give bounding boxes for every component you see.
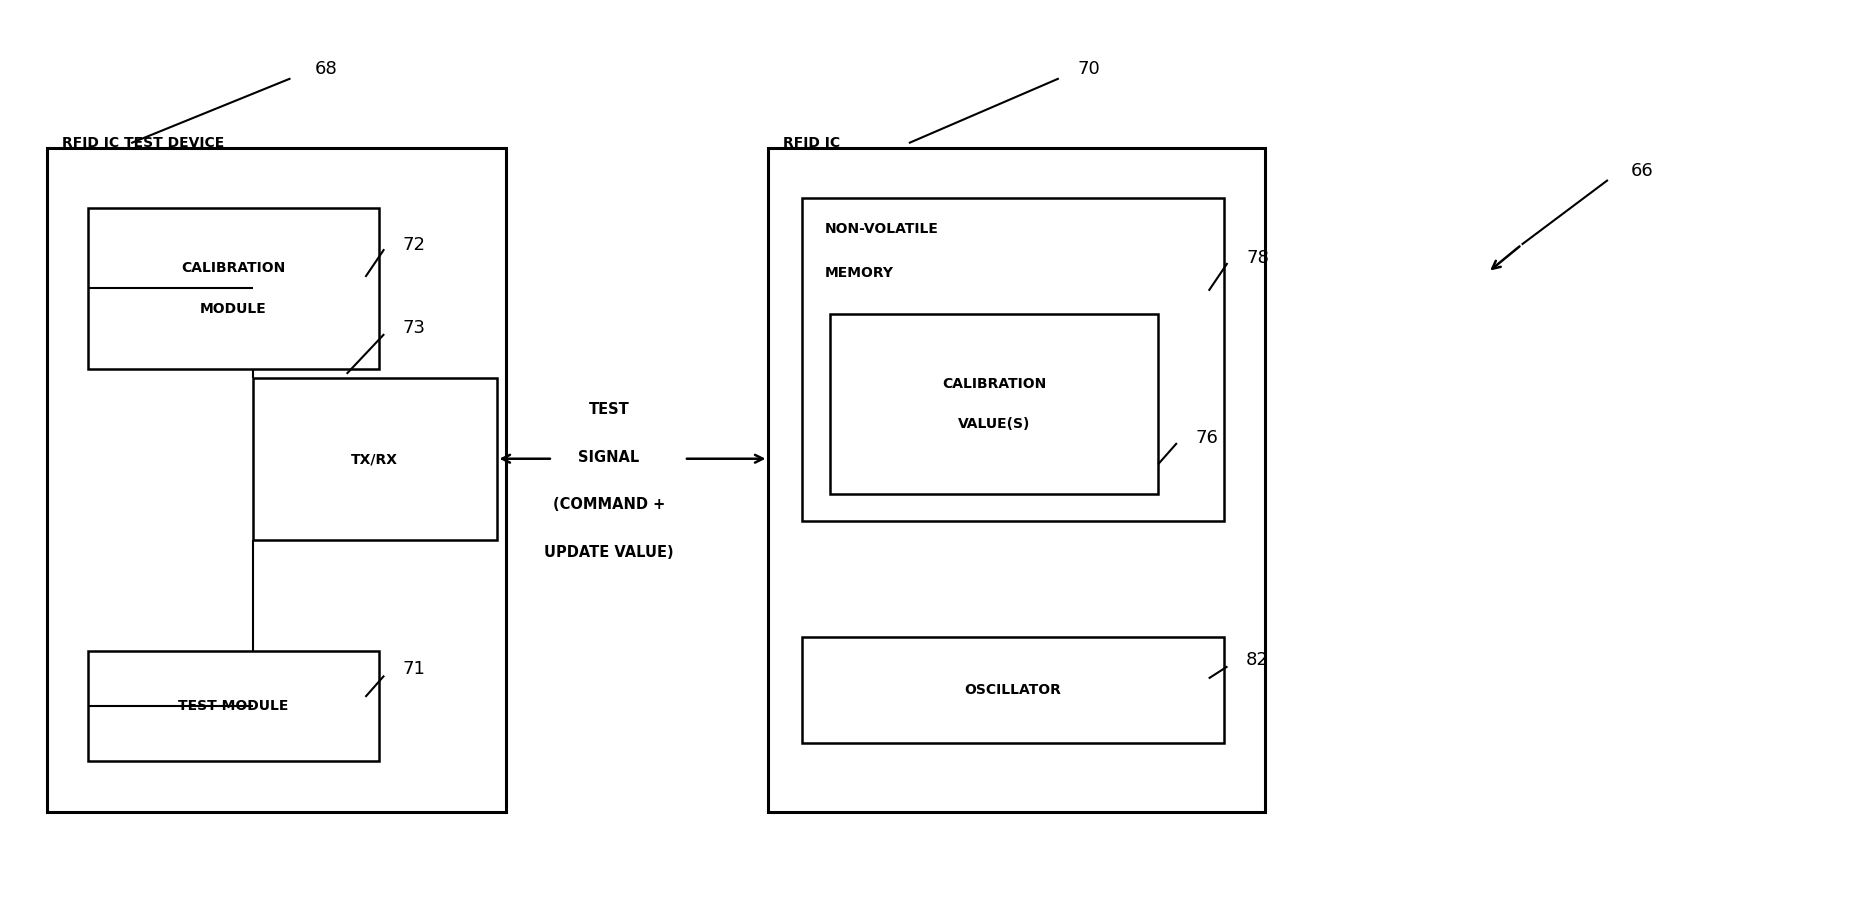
Text: (COMMAND +: (COMMAND + bbox=[553, 497, 665, 512]
Text: SIGNAL: SIGNAL bbox=[579, 450, 639, 464]
Text: 70: 70 bbox=[1077, 60, 1099, 78]
Bar bbox=[253, 378, 496, 540]
Bar bbox=[47, 148, 506, 812]
Text: CALIBRATION: CALIBRATION bbox=[942, 377, 1045, 390]
Text: 72: 72 bbox=[403, 235, 425, 254]
Text: 76: 76 bbox=[1195, 429, 1217, 448]
Bar bbox=[802, 637, 1223, 743]
Text: CALIBRATION: CALIBRATION bbox=[182, 261, 285, 275]
Text: RFID IC TEST DEVICE: RFID IC TEST DEVICE bbox=[62, 136, 225, 150]
Text: MODULE: MODULE bbox=[200, 302, 266, 316]
Text: TEST: TEST bbox=[588, 402, 629, 416]
Text: 71: 71 bbox=[403, 660, 425, 678]
Text: 78: 78 bbox=[1246, 249, 1268, 268]
Text: NON-VOLATILE: NON-VOLATILE bbox=[824, 222, 938, 235]
Text: UPDATE VALUE): UPDATE VALUE) bbox=[543, 545, 674, 560]
Bar bbox=[802, 198, 1223, 521]
Text: 66: 66 bbox=[1630, 162, 1652, 180]
Bar bbox=[830, 314, 1158, 494]
Text: TEST MODULE: TEST MODULE bbox=[178, 699, 288, 713]
Text: 68: 68 bbox=[315, 60, 337, 78]
Bar bbox=[88, 651, 378, 761]
Text: OSCILLATOR: OSCILLATOR bbox=[965, 683, 1060, 697]
Text: TX/RX: TX/RX bbox=[350, 452, 399, 466]
Bar bbox=[88, 208, 378, 369]
Text: RFID IC: RFID IC bbox=[783, 136, 839, 150]
Text: 73: 73 bbox=[403, 318, 425, 337]
Text: MEMORY: MEMORY bbox=[824, 266, 893, 280]
Text: 82: 82 bbox=[1246, 651, 1268, 669]
Bar bbox=[768, 148, 1264, 812]
Text: VALUE(S): VALUE(S) bbox=[957, 417, 1030, 431]
